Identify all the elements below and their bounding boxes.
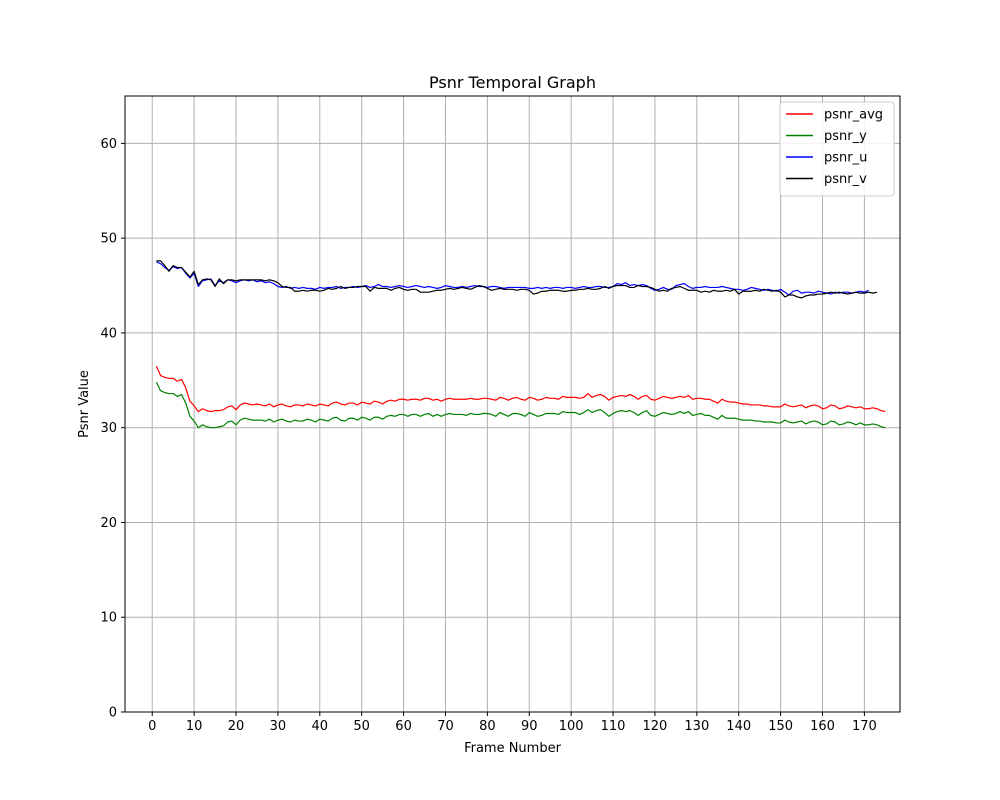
x-axis-label: Frame Number — [464, 741, 562, 756]
ticks: 0 10 20 30 40 50 60 70 80 90 100 110 120 130 140 150 160… — [100, 137, 876, 734]
plot-frame — [124, 95, 901, 713]
legend-label: psnr_v — [824, 172, 867, 187]
series-line-psnr-avg — [155, 365, 886, 413]
x-tick-label: 20 — [228, 719, 245, 734]
series-line-psnr-u — [156, 261, 869, 296]
x-tick-label: 40 — [312, 719, 329, 734]
x-tick-label: 10 — [186, 719, 203, 734]
legend-label: psnr_u — [824, 151, 867, 166]
y-tick-label: 0 — [109, 706, 117, 721]
series-line-psnr-y — [155, 381, 886, 429]
x-tick-label: 140 — [726, 719, 751, 734]
series-line-psnr-v — [156, 260, 878, 299]
y-tick-label: 10 — [100, 611, 117, 626]
y-tick-label: 60 — [100, 137, 117, 152]
legend-label: psnr_avg — [824, 108, 883, 123]
chart-title: Psnr Temporal Graph — [429, 73, 596, 92]
x-tick-label: 50 — [353, 719, 370, 734]
x-tick-label: 60 — [395, 719, 412, 734]
x-tick-label: 120 — [643, 719, 668, 734]
y-tick-label: 50 — [100, 232, 117, 247]
x-tick-label: 160 — [810, 719, 835, 734]
series-lines — [155, 260, 886, 429]
y-tick-label: 40 — [100, 326, 117, 341]
legend-box — [779, 101, 895, 197]
x-tick-label: 110 — [601, 719, 626, 734]
x-tick-label: 130 — [684, 719, 709, 734]
y-axis-label: Psnr Value — [77, 370, 92, 438]
y-tick-label: 20 — [100, 516, 117, 531]
y-tick-label: 30 — [100, 421, 117, 436]
x-tick-label: 80 — [479, 719, 496, 734]
legend: psnr_avg psnr_y psnr_u psnr_v — [779, 101, 895, 197]
x-tick-label: 170 — [852, 719, 877, 734]
x-tick-label: 0 — [148, 719, 156, 734]
x-tick-label: 150 — [768, 719, 793, 734]
x-tick-label: 30 — [270, 719, 287, 734]
x-tick-label: 100 — [559, 719, 584, 734]
x-tick-label: 90 — [521, 719, 538, 734]
legend-label: psnr_y — [824, 129, 867, 144]
x-tick-label: 70 — [437, 719, 454, 734]
